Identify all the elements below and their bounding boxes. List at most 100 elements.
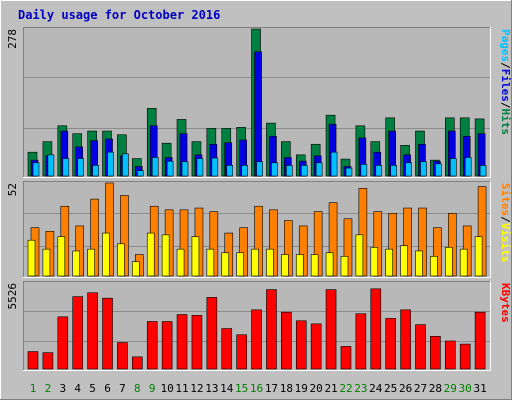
bar-kbytes-27	[415, 324, 426, 370]
bar-sites-14	[221, 252, 230, 277]
bar-kbytes-24	[370, 288, 382, 370]
y-max-label: 278	[6, 29, 19, 49]
bar-kbytes-1	[27, 351, 39, 370]
x-tick-label-4: 4	[74, 382, 81, 395]
x-tick-label-24: 24	[369, 382, 383, 395]
bar-sites-28	[430, 256, 438, 277]
bar-kbytes-29	[444, 340, 456, 370]
bar-sites-24	[370, 247, 379, 277]
bar-sites-30	[459, 248, 468, 277]
bar-pages-1	[32, 162, 40, 177]
bar-kbytes-13	[206, 297, 218, 370]
x-tick-label-9: 9	[149, 382, 156, 395]
bar-pages-4	[77, 158, 85, 177]
bar-kbytes-2	[42, 352, 54, 370]
x-tick-label-12: 12	[190, 382, 203, 395]
x-tick-label-16: 16	[250, 382, 263, 395]
bar-pages-8	[137, 170, 144, 177]
bar-kbytes-3	[57, 316, 69, 370]
bar-pages-3	[62, 158, 70, 177]
panel-visits-sites: 52 Sites/Visits	[6, 181, 512, 278]
x-tick-label-10: 10	[161, 382, 174, 395]
legend-item-kbytes: KBytes	[499, 283, 512, 323]
x-tick-label-5: 5	[89, 382, 96, 395]
x-tick-label-19: 19	[295, 382, 308, 395]
legend-item-slash: /	[499, 216, 512, 223]
x-tick-label-13: 13	[205, 382, 218, 395]
legend-hits-files-pages: Pages/Files/Hits	[499, 29, 512, 135]
bar-pages-6	[107, 151, 114, 177]
bar-pages-13	[211, 157, 219, 177]
bar-pages-9	[151, 157, 159, 177]
legend-item-pages: Pages	[499, 29, 512, 62]
x-tick-label-3: 3	[59, 382, 66, 395]
bar-pages-29	[449, 158, 457, 177]
legend-sites-visits: Sites/Visits	[499, 183, 512, 263]
x-tick-label-6: 6	[104, 382, 111, 395]
bar-pages-25	[390, 165, 397, 177]
bar-pages-30	[464, 157, 472, 177]
x-tick-label-17: 17	[265, 382, 278, 395]
bar-pages-15	[241, 165, 248, 177]
x-tick-label-18: 18	[280, 382, 293, 395]
bar-kbytes-22	[340, 346, 352, 370]
panel-kbytes: 5526 KBytes	[6, 281, 512, 371]
x-tick-label-27: 27	[414, 382, 427, 395]
bar-sites-22	[340, 256, 349, 277]
x-axis-labels: 1 2 3 4 5 6 7 8 9 10 11 12 13 14 15 16 17 18 19 20 21 22 23 24 2…	[30, 382, 487, 395]
x-tick-label-29: 29	[444, 382, 457, 395]
bar-sites-29	[444, 247, 453, 277]
bar-kbytes-25	[385, 318, 396, 370]
legend-item-visits: Visits	[499, 223, 512, 263]
bar-sites-9	[146, 232, 155, 277]
x-tick-label-1: 1	[30, 382, 37, 395]
bar-kbytes-8	[132, 356, 143, 370]
bar-sites-19	[295, 254, 304, 277]
bar-kbytes-28	[430, 336, 441, 370]
bar-sites-5	[87, 248, 95, 277]
legend-item-slash: /	[499, 102, 512, 109]
x-tick-label-8: 8	[134, 382, 141, 395]
x-tick-label-14: 14	[220, 382, 234, 395]
bar-sites-17	[266, 248, 274, 277]
bar-sites-27	[415, 250, 423, 277]
bar-kbytes-11	[176, 314, 188, 370]
bar-files-16	[254, 51, 262, 177]
bar-pages-28	[435, 163, 442, 177]
bar-sites-4	[72, 250, 81, 277]
bar-kbytes-7	[117, 342, 128, 370]
x-tick-label-15: 15	[235, 382, 248, 395]
bar-sites-31	[474, 236, 483, 277]
bar-sites-3	[57, 236, 66, 277]
legend-kbytes: KBytes	[499, 283, 512, 323]
bar-pages-26	[405, 162, 412, 177]
x-tick-label-26: 26	[399, 382, 412, 395]
bar-pages-12	[196, 158, 204, 177]
bar-sites-1	[27, 239, 36, 277]
x-tick-label-28: 28	[429, 382, 442, 395]
bar-sites-18	[281, 254, 289, 277]
y-max-label: 52	[6, 183, 19, 196]
bar-pages-2	[47, 154, 55, 177]
bar-sites-15	[236, 252, 244, 277]
bar-sites-8	[132, 261, 140, 277]
bar-kbytes-17	[266, 289, 277, 370]
bar-pages-20	[315, 162, 323, 177]
bar-kbytes-14	[221, 328, 233, 370]
legend-item-hits: Hits	[499, 109, 512, 136]
bar-kbytes-23	[355, 313, 367, 370]
bar-kbytes-5	[87, 292, 98, 370]
bar-kbytes-15	[236, 334, 247, 370]
legend-item-slash: /	[499, 62, 512, 69]
x-tick-label-25: 25	[384, 382, 397, 395]
bar-kbytes-4	[72, 296, 84, 370]
bar-sites-6	[102, 232, 110, 277]
bar-pages-31	[479, 165, 487, 177]
bar-pages-23	[360, 164, 368, 177]
bar-sites-11	[176, 248, 185, 277]
x-tick-label-22: 22	[339, 382, 352, 395]
bar-kbytes-16	[251, 309, 262, 370]
x-tick-label-2: 2	[45, 382, 52, 395]
x-tick-label-20: 20	[310, 382, 323, 395]
